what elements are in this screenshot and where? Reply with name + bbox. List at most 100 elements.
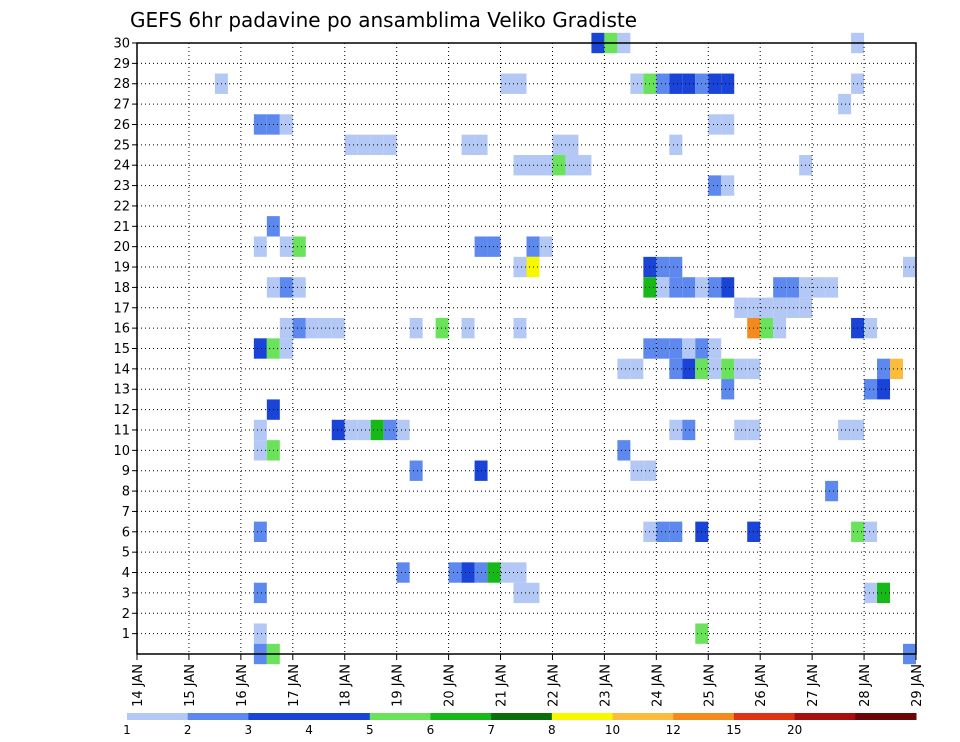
precip-cell xyxy=(721,277,735,298)
x-tick-label: 20 JAN xyxy=(443,664,458,707)
precip-cell xyxy=(669,73,683,94)
x-tick-label: 27 JAN xyxy=(806,664,821,707)
x-tick-label: 17 JAN xyxy=(287,664,302,707)
precip-cell xyxy=(877,358,891,380)
precip-cell xyxy=(253,440,267,461)
precip-cell xyxy=(526,236,540,257)
precip-cell xyxy=(682,419,696,441)
legend-label: 2 xyxy=(184,723,192,737)
precip-cell xyxy=(890,358,904,380)
y-tick-label: 15 xyxy=(113,342,130,357)
legend-swatch xyxy=(551,713,614,720)
precip-cell xyxy=(526,256,540,278)
x-tick-label: 15 JAN xyxy=(183,664,198,707)
precip-cell xyxy=(630,358,644,380)
legend-swatch xyxy=(369,713,431,720)
precip-cell xyxy=(734,358,748,380)
precip-cells xyxy=(214,32,916,665)
precip-cell xyxy=(825,277,839,298)
legend-swatch xyxy=(248,713,310,720)
precip-cell xyxy=(656,256,670,278)
y-tick-label: 14 xyxy=(113,362,130,377)
y-tick-label: 16 xyxy=(113,322,130,337)
y-tick-label: 7 xyxy=(122,505,130,520)
precip-cell xyxy=(669,256,683,278)
precip-cell xyxy=(552,155,566,176)
precip-cell xyxy=(253,236,267,257)
precip-cell xyxy=(253,338,267,359)
x-tick-label: 25 JAN xyxy=(702,664,717,707)
precip-cell xyxy=(656,521,670,542)
x-tick-label: 19 JAN xyxy=(391,664,406,707)
precip-cell xyxy=(669,358,683,380)
precip-cell xyxy=(513,256,527,278)
precip-cell xyxy=(669,521,683,542)
precip-cell xyxy=(708,73,722,94)
precip-cell xyxy=(292,317,306,339)
legend-swatch xyxy=(855,713,917,720)
precip-cell xyxy=(877,582,891,604)
precip-cell xyxy=(721,358,735,380)
precip-cell xyxy=(396,562,410,583)
legend-label: 10 xyxy=(605,723,620,737)
y-tick-label: 26 xyxy=(113,118,130,133)
y-tick-label: 22 xyxy=(113,199,130,214)
precip-cell xyxy=(279,114,293,135)
precip-cell xyxy=(383,134,397,156)
y-tick-label: 3 xyxy=(122,586,130,601)
precip-cell xyxy=(877,379,891,400)
precip-cell xyxy=(513,73,527,94)
y-tick-label: 10 xyxy=(113,444,130,459)
precip-cell xyxy=(357,419,371,441)
precip-cell xyxy=(292,277,306,298)
x-tick-label: 21 JAN xyxy=(495,664,510,707)
y-tick-label: 17 xyxy=(113,301,130,316)
precip-cell xyxy=(812,277,826,298)
x-tick-label: 22 JAN xyxy=(546,664,561,707)
precip-cell xyxy=(734,419,748,441)
precip-cell xyxy=(292,236,306,257)
y-tick-label: 6 xyxy=(122,525,130,540)
precip-cell xyxy=(279,236,293,257)
y-tick-label: 30 xyxy=(113,37,130,52)
precip-cell xyxy=(513,155,527,176)
precip-cell xyxy=(773,317,787,339)
precip-cell xyxy=(708,175,722,196)
precip-cell xyxy=(708,338,722,359)
precip-cell xyxy=(760,317,774,339)
precip-cell xyxy=(253,623,267,644)
y-tick-label: 9 xyxy=(122,464,130,479)
precip-cell xyxy=(617,440,631,461)
x-tick-label: 24 JAN xyxy=(650,664,665,707)
x-tick-label: 18 JAN xyxy=(339,664,354,707)
precip-cell xyxy=(682,277,696,298)
precip-cell xyxy=(786,297,800,318)
color-legend: 1 2 3 4 5 6 7 8 10 12 15 20 xyxy=(123,713,917,737)
precip-cell xyxy=(708,277,722,298)
y-tick-label: 11 xyxy=(113,423,130,438)
precip-cell xyxy=(331,419,345,441)
legend-swatch xyxy=(612,713,674,720)
precip-cell xyxy=(682,358,696,380)
precip-cell xyxy=(669,419,683,441)
precip-cell xyxy=(487,562,501,583)
precip-cell xyxy=(669,338,683,359)
precip-cell xyxy=(253,521,267,542)
precip-cell xyxy=(734,297,748,318)
precip-cell xyxy=(513,317,527,339)
precip-cell xyxy=(825,480,839,502)
legend-label: 3 xyxy=(245,723,253,737)
legend-swatch xyxy=(187,713,249,720)
legend-label: 8 xyxy=(548,723,556,737)
x-axis: 14 JAN 15 JAN 16 JAN 17 JAN 18 JAN 19 JAN 20 J… xyxy=(131,654,925,707)
precip-cell xyxy=(461,134,475,156)
precip-cell xyxy=(253,114,267,135)
precip-cell xyxy=(630,460,644,481)
x-tick-label: 29 JAN xyxy=(910,664,925,707)
legend-label: 7 xyxy=(487,723,495,737)
legend-swatch xyxy=(733,713,796,720)
precip-cell xyxy=(565,155,579,176)
precip-cell xyxy=(760,297,774,318)
legend-swatch xyxy=(309,713,371,720)
